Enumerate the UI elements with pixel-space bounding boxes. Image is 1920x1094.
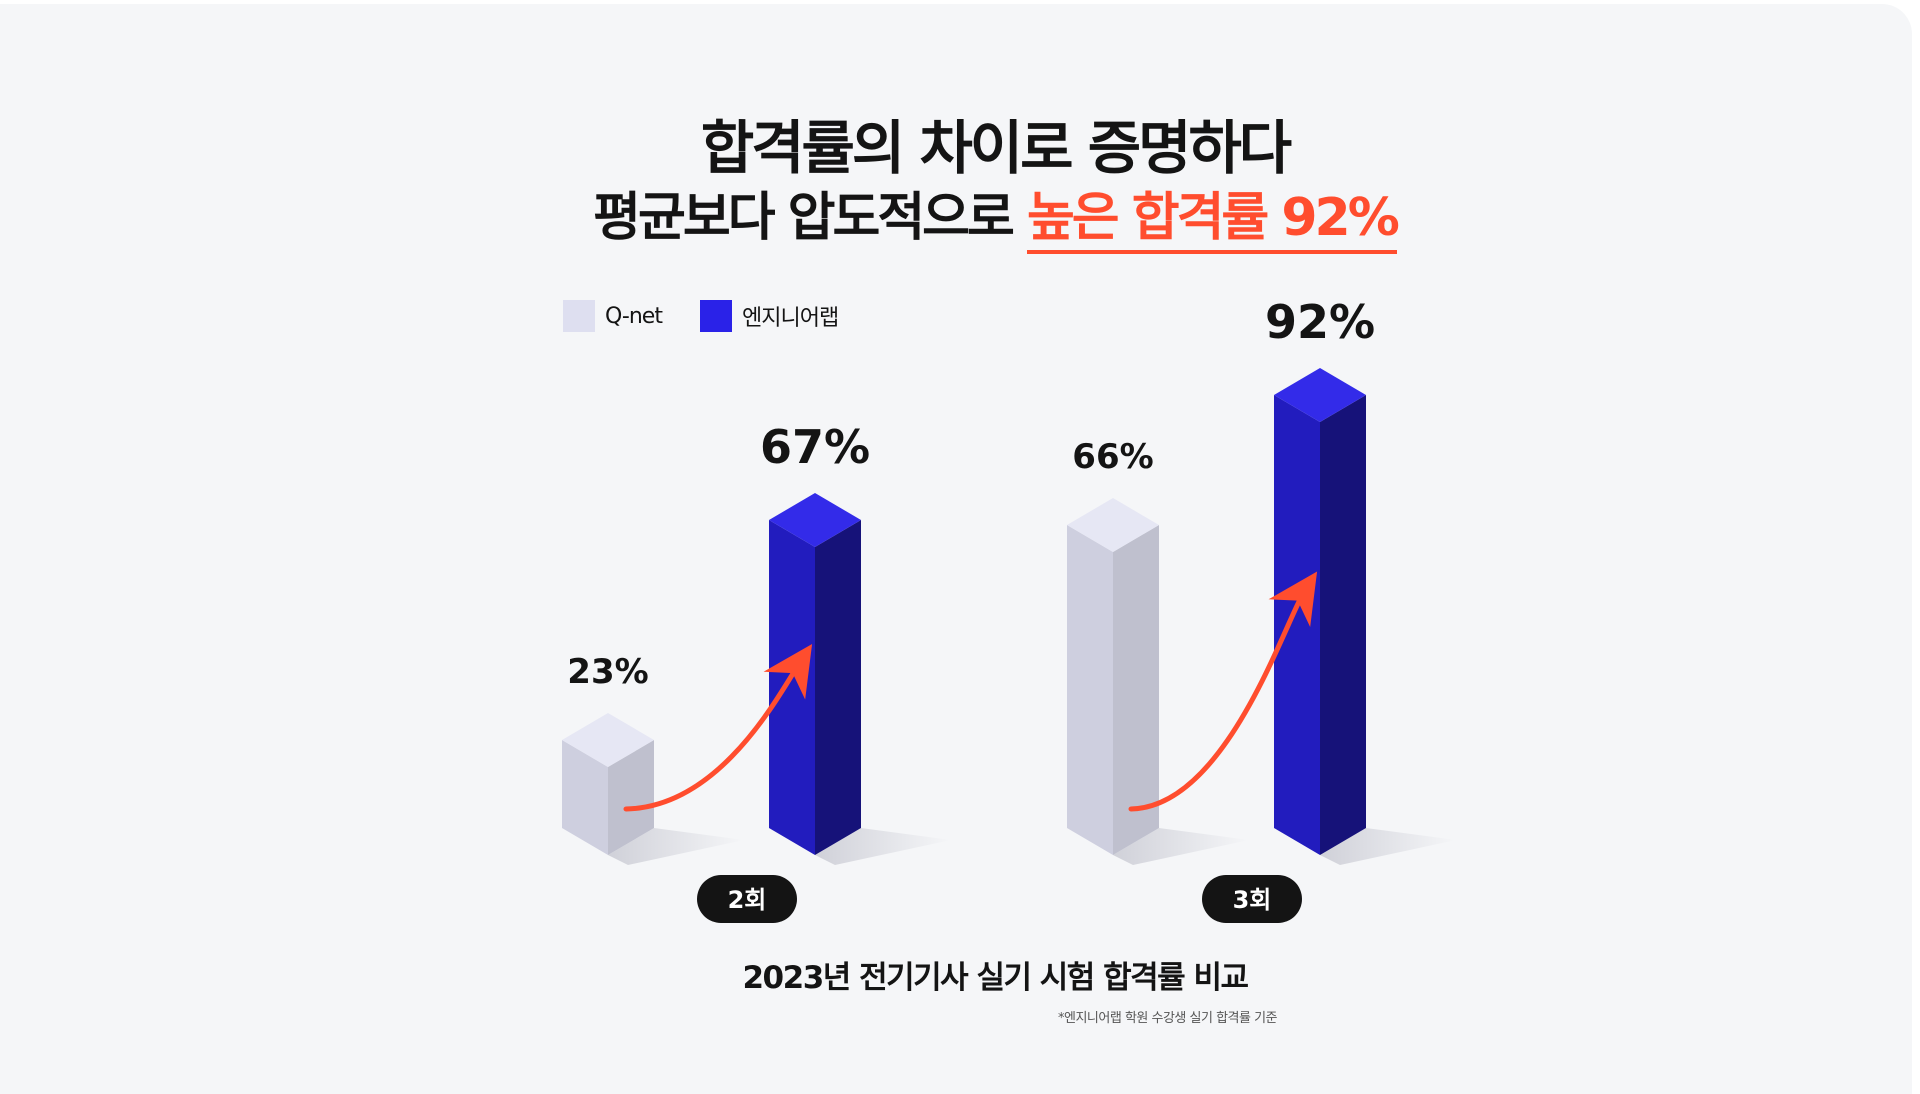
chart-caption: 2023년 전기기사 실기 시험 합격률 비교 xyxy=(742,960,1249,996)
bar-side-engineerlab-3 xyxy=(1320,395,1366,855)
bar-shadow-engineerlab-2 xyxy=(815,828,951,865)
legend-label-qnet: Q-net xyxy=(605,303,663,329)
category-pill-3 xyxy=(1202,875,1302,923)
subline-prefix: 평균보다 압도적으로 xyxy=(593,188,1027,248)
category-pill-2 xyxy=(697,875,797,923)
chart-footnote: *엔지니어랩 학원 수강생 실기 합격률 기준 xyxy=(1058,1011,1277,1026)
growth-arrow-3 xyxy=(1128,571,1318,812)
bar-front-qnet-3 xyxy=(1067,525,1113,855)
value-label-qnet-2: 23% xyxy=(567,652,648,692)
category-label-3: 3회 xyxy=(1233,886,1272,914)
bar-shadow-qnet-2 xyxy=(608,828,744,865)
legend-item-engineerlab: 엔지니어랩 xyxy=(699,300,839,332)
category-label-2: 2회 xyxy=(728,886,767,914)
bar-front-engineerlab-3 xyxy=(1274,395,1320,855)
bar-top-qnet-2 xyxy=(562,713,654,767)
chart-card xyxy=(0,4,1912,1094)
chart-legend: Q-net 엔지니어랩 xyxy=(563,299,876,333)
legend-swatch-qnet xyxy=(563,300,595,332)
growth-arrow-2 xyxy=(623,644,813,812)
legend-swatch-engineerlab xyxy=(699,300,732,332)
bar-front-qnet-2 xyxy=(562,740,608,855)
bar-side-qnet-2 xyxy=(608,740,654,855)
headline: 합격률의 차이로 증명하다 xyxy=(700,114,1292,182)
value-label-engineerlab-3: 92% xyxy=(1265,295,1375,349)
bar-top-engineerlab-3 xyxy=(1274,368,1366,422)
legend-item-qnet: Q-net xyxy=(563,300,663,332)
bar-front-engineerlab-2 xyxy=(769,520,815,855)
bar-top-qnet-3 xyxy=(1067,498,1159,552)
subline-highlight: 높은 합격률 92% xyxy=(1026,188,1400,254)
value-label-engineerlab-2: 67% xyxy=(760,420,870,474)
bar-side-engineerlab-2 xyxy=(815,520,861,855)
bar-top-engineerlab-2 xyxy=(769,493,861,547)
bar-shadow-qnet-3 xyxy=(1113,828,1249,865)
bar-shadow-engineerlab-3 xyxy=(1320,828,1456,865)
legend-label-engineerlab: 엔지니어랩 xyxy=(741,306,839,331)
value-label-qnet-3: 66% xyxy=(1072,437,1153,477)
bar-side-qnet-3 xyxy=(1113,525,1159,855)
subline: 평균보다 압도적으로 높은 합격률 92% xyxy=(0,184,1920,254)
